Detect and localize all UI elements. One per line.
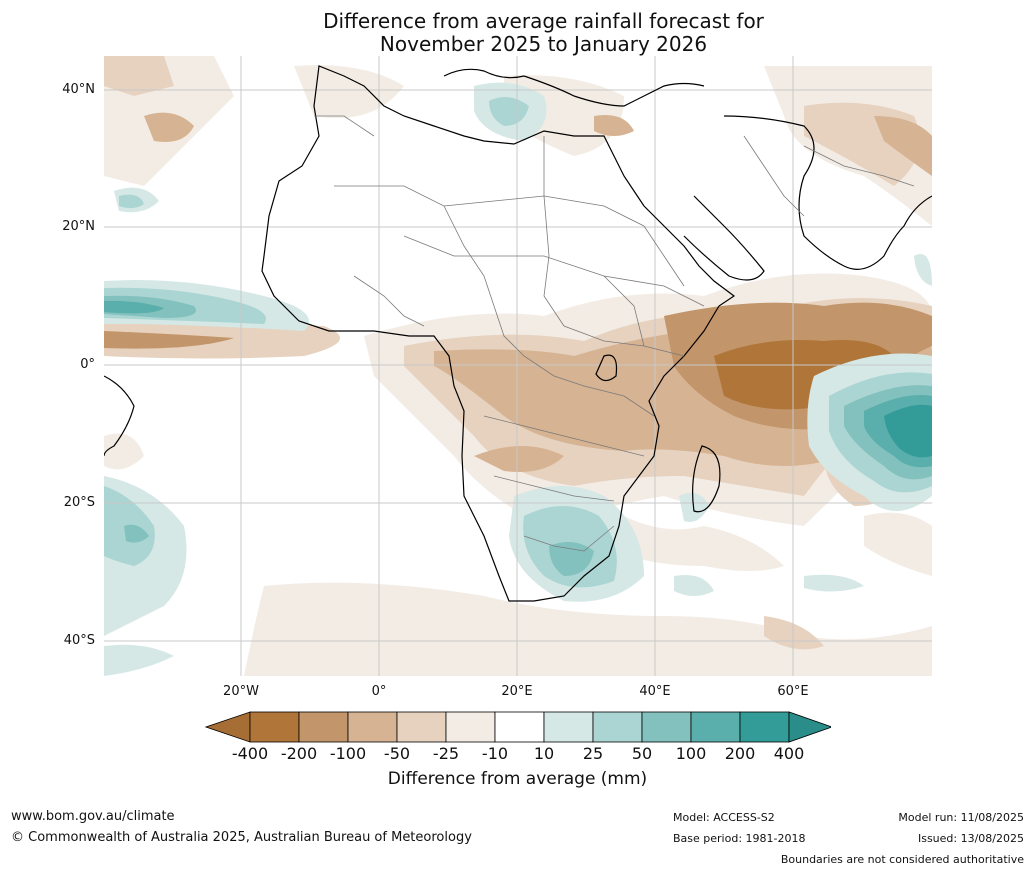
lat-label-40n: 40°N bbox=[62, 82, 95, 97]
footer-base-period: Base period: 1981-2018 bbox=[673, 832, 806, 845]
rainfall-anomaly-map bbox=[104, 56, 932, 676]
lat-label-20n: 20°N bbox=[62, 219, 95, 234]
colorbar-tick-label: 200 bbox=[724, 744, 756, 763]
colorbar-extend-low bbox=[205, 711, 251, 743]
colorbar-cell bbox=[445, 711, 496, 743]
footer-site[interactable]: www.bom.gov.au/climate bbox=[11, 809, 175, 824]
lat-label-40s: 40°S bbox=[63, 633, 95, 648]
colorbar-tick-label: -400 bbox=[231, 744, 269, 763]
colorbar-extend-high bbox=[788, 711, 831, 743]
footer-disclaimer: Boundaries are not considered authoritat… bbox=[780, 853, 1024, 866]
country-borders bbox=[314, 115, 915, 552]
lon-label-20e: 20°E bbox=[501, 684, 533, 699]
colorbar-tick-label: -200 bbox=[280, 744, 318, 763]
lat-label-20s: 20°S bbox=[63, 495, 95, 510]
lon-label-20w: 20°W bbox=[223, 684, 259, 699]
map-title: Difference from average rainfall forecas… bbox=[0, 10, 1035, 56]
colorbar-cell bbox=[298, 711, 349, 743]
colorbar-cell bbox=[396, 711, 447, 743]
title-line-1: Difference from average rainfall forecas… bbox=[323, 9, 764, 33]
map-svg bbox=[104, 56, 932, 676]
colorbar-cell bbox=[494, 711, 545, 743]
colorbar-tick-label: 400 bbox=[773, 744, 805, 763]
footer-model-run: Model run: 11/08/2025 bbox=[898, 811, 1024, 824]
colorbar-cell bbox=[347, 711, 398, 743]
lon-label-0: 0° bbox=[371, 684, 387, 699]
colorbar-title: Difference from average (mm) bbox=[387, 769, 648, 789]
title-line-2: November 2025 to January 2026 bbox=[379, 32, 708, 56]
colorbar-cell bbox=[690, 711, 741, 743]
colorbar-tick-label: 10 bbox=[533, 744, 555, 763]
lat-label-0: 0° bbox=[80, 357, 95, 372]
colorbar-cell bbox=[739, 711, 790, 743]
graticule bbox=[104, 56, 932, 676]
footer-copyright: © Commonwealth of Australia 2025, Austra… bbox=[11, 830, 472, 845]
footer-issued: Issued: 13/08/2025 bbox=[917, 832, 1024, 845]
colorbar-tick-label: -25 bbox=[432, 744, 460, 763]
colorbar bbox=[205, 711, 831, 743]
lon-label-60e: 60°E bbox=[777, 684, 809, 699]
coastlines bbox=[104, 65, 932, 602]
colorbar-cell bbox=[543, 711, 594, 743]
colorbar-tick-label: -100 bbox=[329, 744, 367, 763]
colorbar-cell bbox=[249, 711, 300, 743]
wet-anomaly-layer bbox=[104, 82, 932, 676]
colorbar-tick-label: -10 bbox=[481, 744, 509, 763]
lon-label-40e: 40°E bbox=[639, 684, 671, 699]
colorbar-tick-label: 100 bbox=[675, 744, 707, 763]
colorbar-tick-label: 50 bbox=[631, 744, 653, 763]
colorbar-tick-label: -50 bbox=[383, 744, 411, 763]
colorbar-tick-label: 25 bbox=[582, 744, 604, 763]
colorbar-cell bbox=[592, 711, 643, 743]
colorbar-cell bbox=[641, 711, 692, 743]
footer-model: Model: ACCESS-S2 bbox=[673, 811, 775, 824]
